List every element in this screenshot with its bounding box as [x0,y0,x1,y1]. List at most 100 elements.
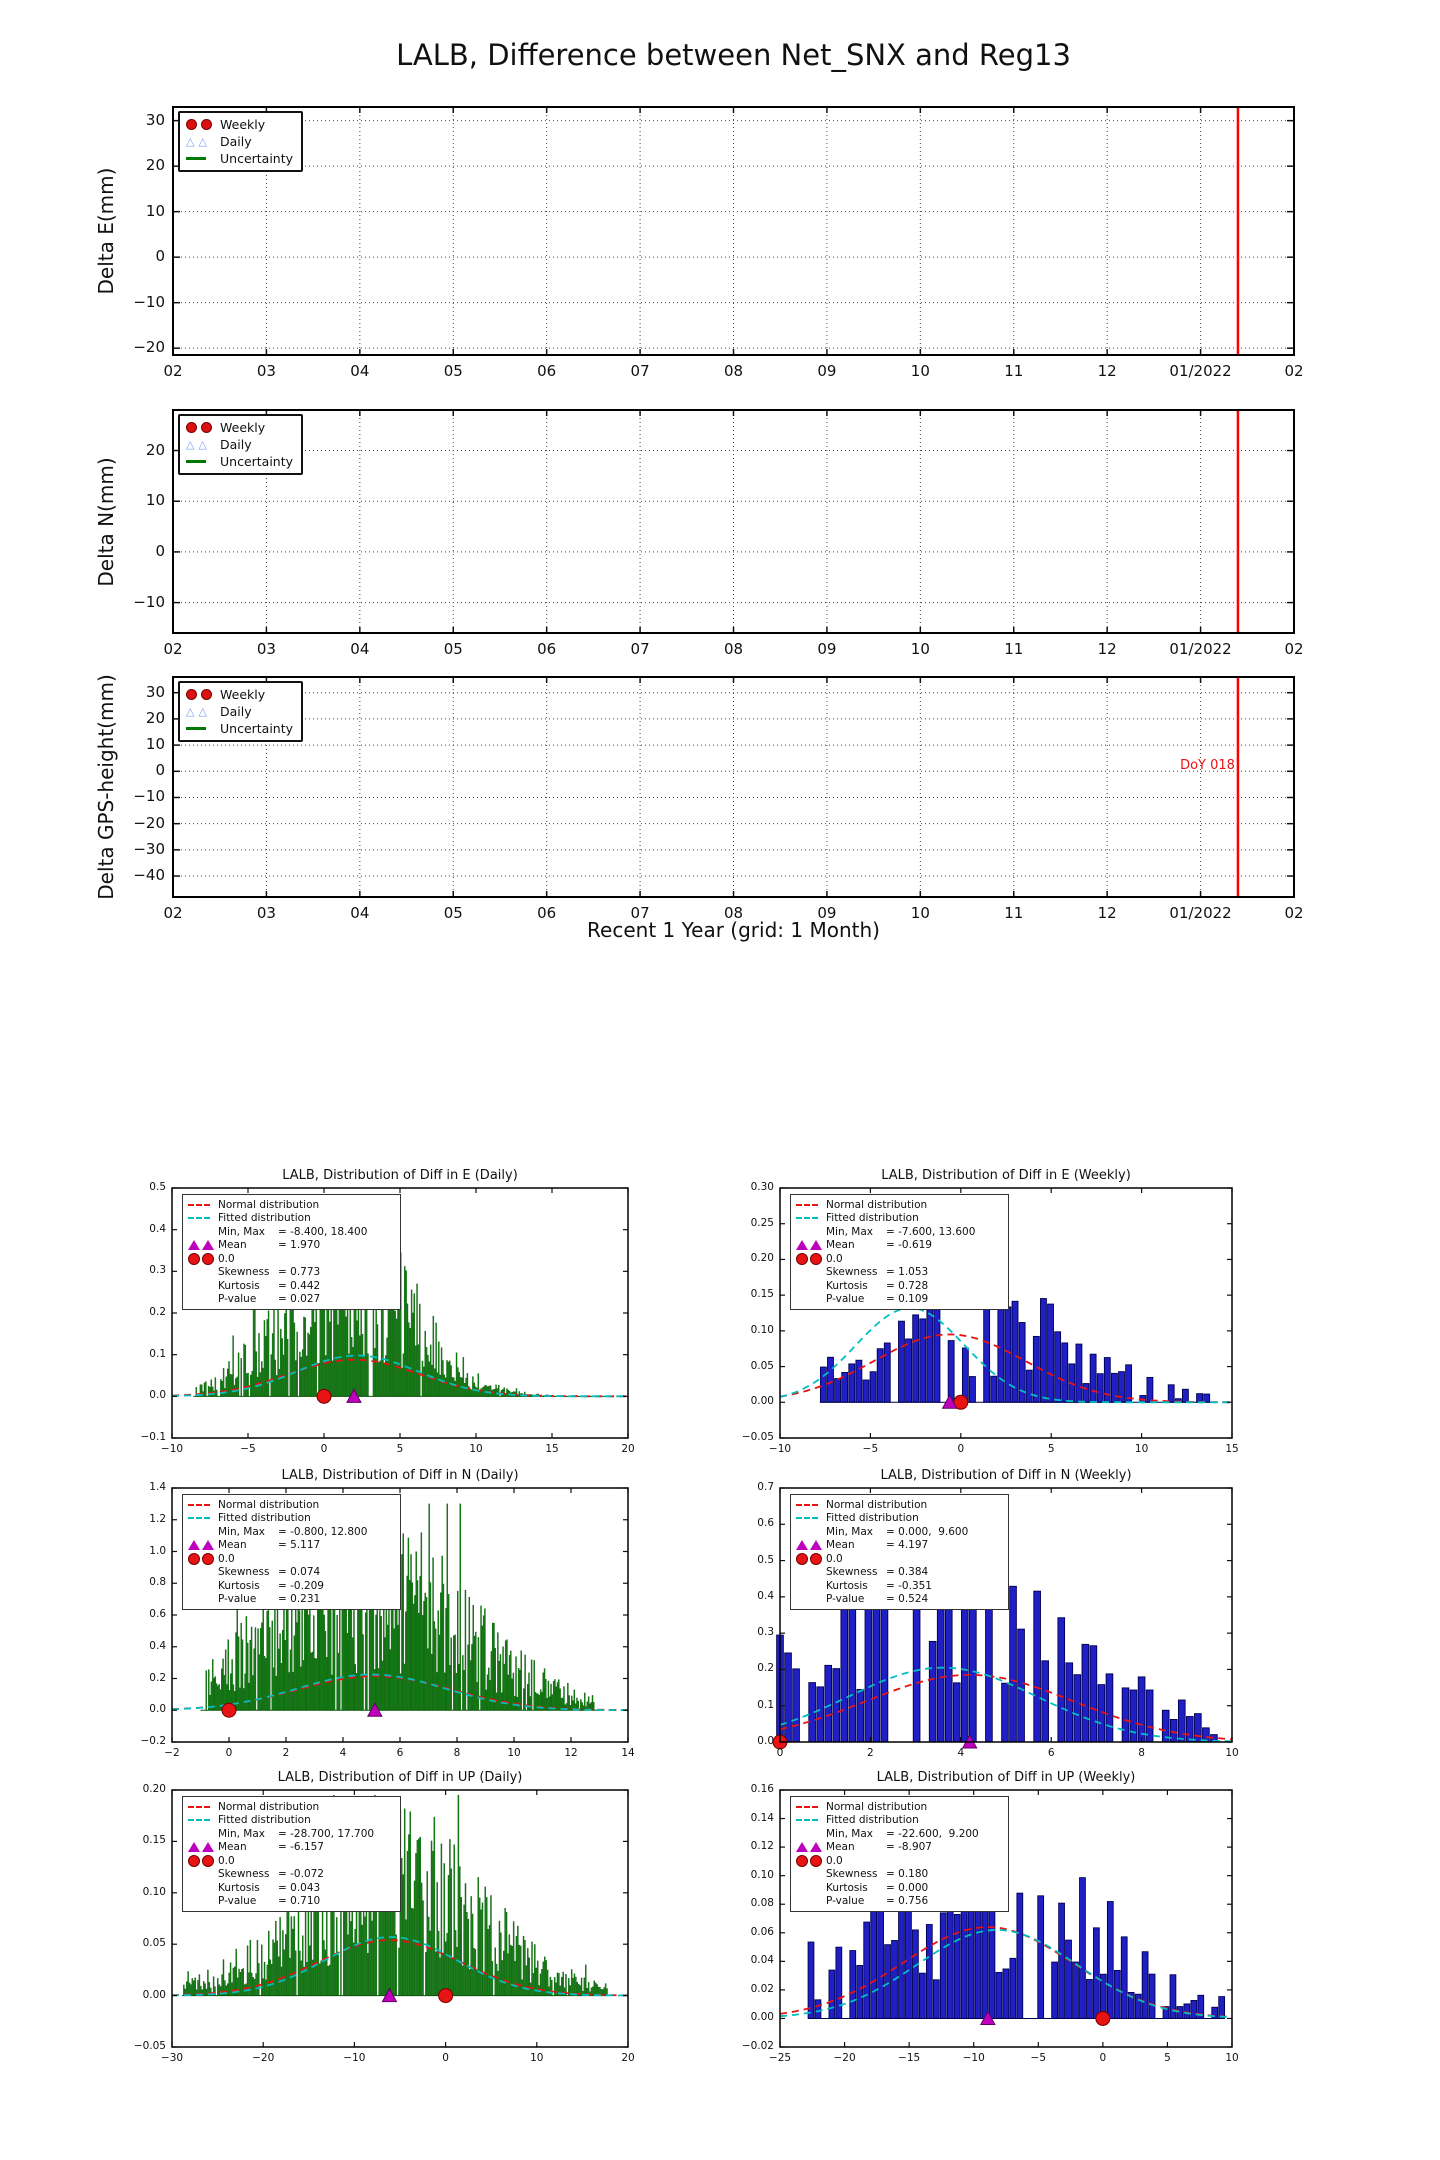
stat-pvalue: P-value = 0.027 [188,1293,393,1307]
x-tick-label: 06 [537,362,557,380]
event-annotation: DoY 018 [1180,758,1235,774]
chart-rect [263,1961,266,1996]
stats-text: Kurtosis = -0.351 [826,1579,932,1592]
chart-rect [594,1982,597,1996]
chart-rect [218,1684,220,1711]
chart-rect [444,1672,446,1711]
x-tick-label: 10 [1134,1443,1149,1455]
chart-rect [434,1368,436,1397]
x-tick-label: 10 [1225,2052,1239,2064]
chart-rect [558,1973,560,1996]
stats-text: Kurtosis = 0.043 [218,1881,321,1894]
chart-rect [466,1912,468,1996]
distribution-curve [779,1926,1233,2018]
y-tick-label: 1.0 [149,1544,166,1557]
chart-rect [449,1839,451,1996]
stats-text: Fitted distribution [826,1814,919,1827]
mean-marker [366,1702,383,1717]
chart-rect [1009,1585,1017,1743]
chart-rect [583,1977,586,1996]
y-tick-label: 0.25 [750,1216,774,1229]
chart-rect [172,676,1295,898]
chart-rect [518,1944,520,1996]
x-tick-label: 03 [256,362,276,380]
chart-rect [1025,1369,1033,1403]
chart-rect [489,1680,491,1711]
chart-rect [446,1933,448,1996]
chart-rect [545,1960,547,1996]
chart-rect [435,1951,437,1996]
chart-rect [1146,1376,1154,1403]
chart-rect [585,1964,587,1996]
chart-rect [221,1380,223,1397]
chart-rect [237,1636,240,1711]
chart-rect [558,1679,560,1711]
chart-rect [284,1640,286,1711]
chart-rect [225,1376,227,1397]
chart-rect [253,1648,255,1711]
chart-rect [474,1386,477,1397]
chart-rect [278,1648,280,1711]
legend-normal-distribution: Normal distribution [796,1198,1001,1212]
stat-zero-marker [188,1252,218,1265]
fitted-dash-icon [796,1517,818,1520]
chart-rect [261,1622,263,1711]
normal-dash-icon [188,1805,210,1808]
stat-min-max: Min, Max = 0.000, 9.600 [796,1525,1001,1539]
chart-rect [447,1875,450,1996]
time-axis-label: Recent 1 Year (grid: 1 Month) [587,918,880,942]
chart-rect [171,1187,629,1439]
chart-rect [952,1682,961,1743]
chart-rect [171,1487,629,1743]
chart-rect [480,1909,482,1996]
chart-rect [580,1699,582,1711]
chart-rect [497,1632,499,1711]
histogram-plot-area [779,1187,1233,1439]
chart-rect [454,1380,456,1397]
chart-rect [288,1672,290,1711]
chart-rect [573,1973,576,1996]
chart-rect [280,1663,283,1711]
normal-dash-icon [796,1805,818,1808]
chart-rect [386,1337,388,1397]
chart-rect [514,1960,516,1996]
chart-rect [1033,1590,1041,1743]
chart-rect [363,1355,365,1397]
chart-rect [218,1984,220,1996]
y-tick-label: 20 [145,708,165,727]
chart-rect [315,1300,317,1397]
chart-rect [1113,1969,1121,2019]
chart-rect [1089,1645,1098,1743]
chart-rect [947,1340,955,1403]
chart-rect [226,1368,229,1397]
stat-min-max: Min, Max = -22.600, 9.200 [796,1827,1001,1841]
chart-rect [1141,1951,1149,2019]
chart-rect [409,1327,411,1397]
y-tick-label: 0.4 [149,1222,166,1235]
chart-rect [522,1935,525,1996]
stats-text: Mean = -8.907 [826,1841,932,1854]
y-tick-label: 10 [145,735,165,754]
chart-rect [500,1932,502,1996]
y-tick-label: 0.2 [149,1306,166,1318]
x-tick-label: 8 [453,1747,461,1759]
chart-rect [277,1956,280,1996]
chart-rect [276,1940,278,1996]
chart-rect [235,1948,237,1996]
chart-rect [351,1637,354,1711]
chart-rect [1167,1384,1175,1403]
chart-rect [428,1361,430,1397]
x-tick-label: 09 [817,640,837,658]
chart-rect [453,1635,455,1711]
stats-text: Skewness = -0.072 [218,1868,324,1881]
legend-normal-distribution-marker [796,1503,826,1506]
y-tick-label: 1.4 [149,1481,166,1493]
fitted-dash-icon [188,1517,210,1520]
chart-rect [401,1858,403,1996]
stats-text: Normal distribution [826,1800,928,1813]
x-tick-label: 5 [1047,1443,1055,1455]
chart-rect [534,1944,536,1996]
chart-rect [381,1660,384,1711]
chart-rect [194,1977,196,1996]
chart-rect [476,1682,478,1711]
